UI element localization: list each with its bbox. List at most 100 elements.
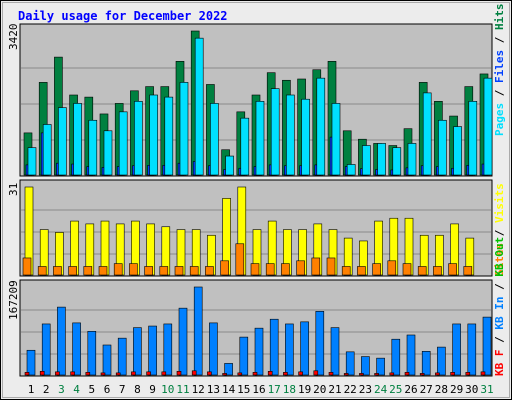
day-label: 27	[420, 383, 433, 396]
kb-f-bar	[283, 372, 288, 376]
pages-bar	[362, 145, 371, 176]
kb-in-bar	[254, 327, 264, 376]
sites-bar	[250, 263, 260, 276]
day-label: 4	[73, 383, 80, 396]
kb-in-bar	[133, 327, 142, 376]
sites-bar	[98, 266, 108, 276]
pages-bar	[149, 94, 158, 176]
pages-bar	[194, 37, 204, 176]
day-label: 7	[119, 383, 126, 396]
pages-bar	[331, 103, 341, 176]
legend-sep-5: /	[493, 277, 506, 297]
pages-bar	[73, 103, 82, 176]
kb-f-bar	[207, 371, 212, 376]
kb-in-bar	[163, 323, 173, 376]
kb-f-bar	[374, 373, 379, 376]
sites-bar	[402, 263, 412, 276]
kb-in-bar	[300, 321, 309, 376]
pages-bar	[392, 147, 402, 176]
kb-f-bar	[313, 370, 319, 376]
kb-in-bar	[102, 344, 112, 376]
sites-bar	[144, 266, 153, 276]
legend-sep-1: /	[493, 83, 506, 103]
day-label: 30	[465, 383, 478, 396]
bars-layer	[21, 30, 493, 376]
kb-f-bar	[176, 371, 182, 376]
pages-bar	[468, 101, 478, 176]
pages-bar	[483, 77, 493, 176]
kb-f-bar	[252, 372, 258, 376]
pages-bar	[210, 103, 219, 176]
pages-bar	[240, 117, 250, 176]
sites-bar	[22, 257, 32, 276]
kb-in-bar	[482, 316, 492, 376]
legend-sep-2: /	[493, 30, 506, 50]
kb-f-bar	[435, 372, 440, 376]
day-label: 13	[207, 383, 220, 396]
day-label: 10	[161, 383, 174, 396]
legend-sep-3: /	[493, 223, 506, 243]
kb-in-bar	[269, 318, 279, 376]
pages-bar	[255, 101, 265, 176]
sites-bar	[433, 266, 442, 276]
sites-bar	[235, 243, 245, 276]
kb-in-bar	[239, 336, 249, 376]
kb-in-bar	[452, 323, 461, 376]
kb-f-bar	[404, 372, 410, 376]
kb-f-bar	[267, 371, 273, 376]
kb-f-bar	[465, 372, 471, 376]
pages-bar	[179, 82, 189, 176]
sites-bar	[205, 266, 214, 276]
sites-bar	[159, 266, 169, 276]
day-label: 8	[134, 383, 141, 396]
chart-title: Daily usage for December 2022	[18, 9, 228, 23]
middle-ymax-label: 31	[7, 183, 20, 196]
kb-in-bar	[285, 323, 294, 376]
kb-in-bar	[361, 356, 370, 376]
sites-bar	[417, 266, 427, 276]
day-label: 24	[374, 383, 388, 396]
kb-f-bar	[237, 372, 243, 376]
day-label: 16	[252, 383, 265, 396]
day-label: 11	[176, 383, 189, 396]
kb-in-bar	[224, 363, 233, 376]
sites-bar	[265, 263, 275, 276]
pages-bar	[377, 143, 386, 176]
day-label: 22	[344, 383, 357, 396]
kb-in-bar	[406, 334, 416, 376]
sites-bar	[37, 266, 47, 276]
day-label: 12	[192, 383, 205, 396]
pages-bar	[422, 92, 432, 176]
day-label: 5	[88, 383, 95, 396]
kb-f-bar	[131, 371, 136, 376]
kb-in-bar	[437, 346, 446, 376]
sites-bar	[311, 257, 321, 276]
kb-in-bar	[41, 323, 51, 376]
pages-bar	[346, 164, 356, 176]
day-label: 23	[359, 383, 372, 396]
pages-bar	[88, 119, 98, 176]
pages-bar	[42, 124, 52, 176]
kb-f-bar	[343, 373, 349, 376]
pages-bar	[118, 111, 128, 176]
kb-f-bar	[389, 372, 395, 376]
pages-bar	[225, 155, 234, 176]
pages-bar	[407, 143, 417, 176]
kb-f-bar	[222, 373, 227, 376]
day-label: 18	[283, 383, 296, 396]
sites-bar	[174, 266, 184, 276]
pages-bar	[27, 147, 37, 176]
day-label: 6	[104, 383, 111, 396]
day-label: 9	[149, 383, 156, 396]
legend-sites: Sites	[493, 243, 506, 276]
day-label: 28	[435, 383, 448, 396]
sites-bar	[372, 263, 381, 276]
day-label: 29	[450, 383, 463, 396]
kb-f-bar	[328, 372, 334, 376]
pages-bar	[164, 96, 174, 176]
kb-f-bar	[359, 373, 364, 376]
kb-f-bar	[191, 370, 197, 376]
legend-kb-in: KB In	[493, 297, 506, 330]
sites-bar	[448, 263, 457, 276]
